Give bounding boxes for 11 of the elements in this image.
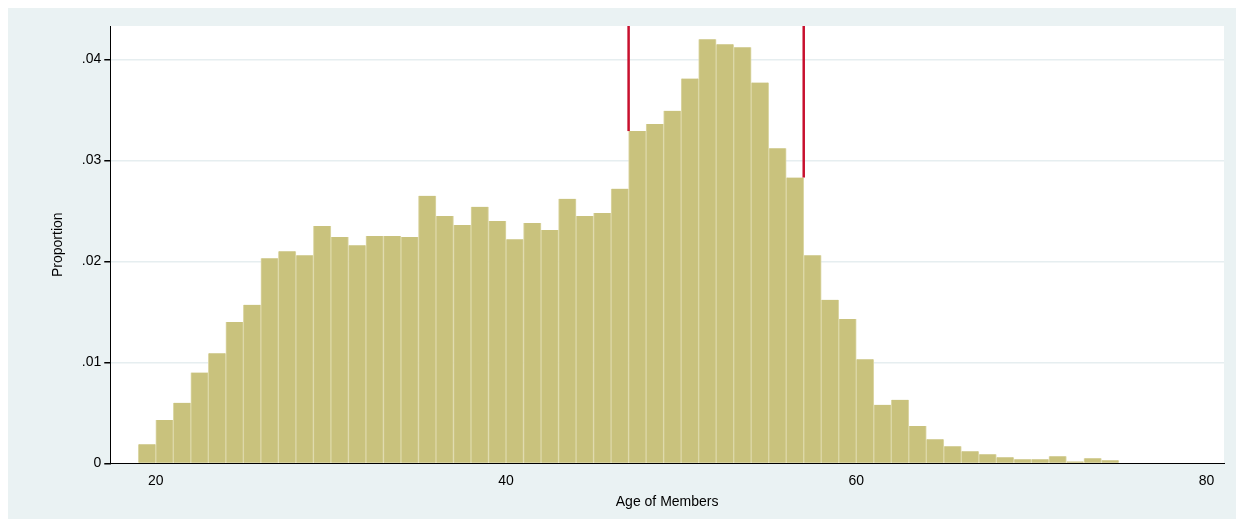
x-tick-label: 80 bbox=[1198, 471, 1215, 488]
x-tick-label: 20 bbox=[148, 471, 164, 488]
x-axis-title: Age of Members bbox=[615, 493, 719, 510]
x-tick-label: 40 bbox=[498, 471, 515, 488]
y-tick-label: 0 bbox=[93, 454, 102, 471]
y-tick-label: .01 bbox=[81, 353, 102, 370]
x-tick-label: 60 bbox=[848, 471, 865, 488]
y-tick-label: .04 bbox=[81, 50, 102, 67]
y-tick-label: .03 bbox=[81, 151, 102, 168]
y-tick-label: .02 bbox=[81, 252, 102, 269]
y-axis-title: Proportion bbox=[49, 212, 66, 277]
